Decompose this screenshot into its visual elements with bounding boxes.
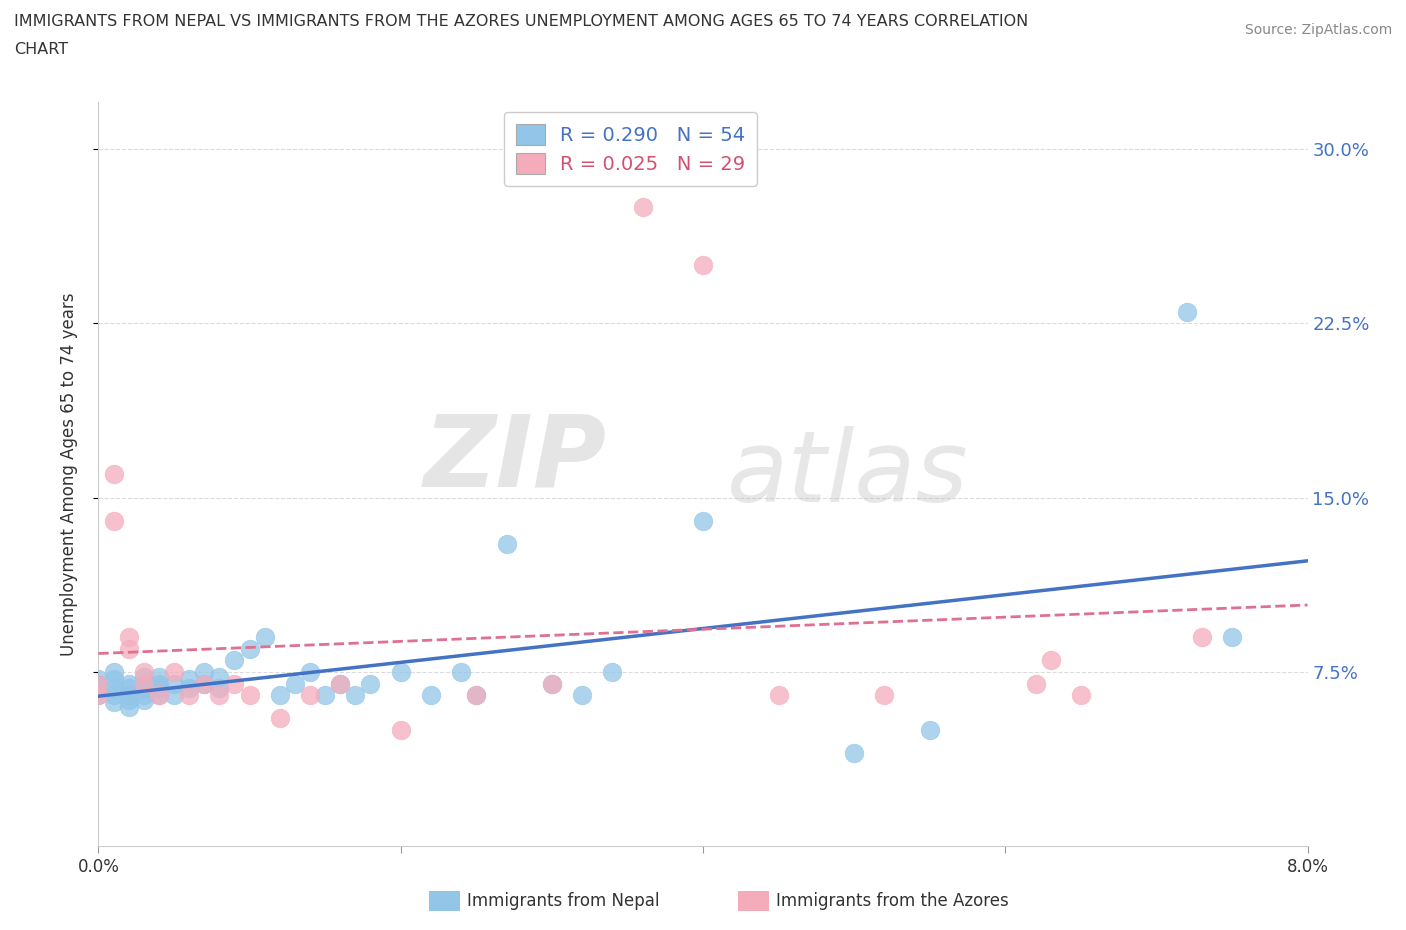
Point bbox=[179, 681, 201, 696]
Point bbox=[253, 630, 276, 644]
Point bbox=[360, 676, 382, 691]
Point bbox=[163, 664, 186, 679]
Point bbox=[208, 688, 231, 703]
Point bbox=[148, 688, 170, 703]
Point bbox=[132, 681, 155, 696]
Point bbox=[299, 688, 322, 703]
Point bbox=[389, 664, 412, 679]
Y-axis label: Unemployment Among Ages 65 to 74 years: Unemployment Among Ages 65 to 74 years bbox=[59, 293, 77, 656]
Point bbox=[179, 688, 201, 703]
Point bbox=[208, 670, 231, 684]
Point bbox=[163, 676, 186, 691]
Point bbox=[1191, 630, 1213, 644]
Point bbox=[224, 653, 246, 668]
Point bbox=[132, 676, 155, 691]
Point bbox=[873, 688, 896, 703]
Point bbox=[465, 688, 488, 703]
Point bbox=[540, 676, 562, 691]
Point bbox=[103, 681, 125, 696]
Point bbox=[208, 681, 231, 696]
Text: Immigrants from Nepal: Immigrants from Nepal bbox=[467, 892, 659, 910]
Point bbox=[103, 513, 125, 528]
Point bbox=[132, 692, 155, 708]
Text: atlas: atlas bbox=[727, 426, 969, 523]
Point bbox=[103, 695, 125, 710]
Point bbox=[148, 676, 170, 691]
Point bbox=[103, 671, 125, 686]
Point bbox=[87, 688, 110, 703]
Point bbox=[103, 467, 125, 482]
Point bbox=[118, 699, 141, 714]
Point bbox=[692, 258, 714, 272]
Point bbox=[87, 688, 110, 703]
Point bbox=[495, 537, 517, 551]
Point bbox=[540, 676, 562, 691]
Point bbox=[1025, 676, 1047, 691]
Point bbox=[118, 692, 141, 708]
Point bbox=[118, 681, 141, 696]
Point bbox=[103, 664, 125, 679]
Point bbox=[269, 688, 291, 703]
Text: CHART: CHART bbox=[14, 42, 67, 57]
Point bbox=[329, 676, 352, 691]
Point bbox=[87, 671, 110, 686]
Point bbox=[1220, 630, 1243, 644]
Point bbox=[87, 676, 110, 691]
Point bbox=[299, 664, 322, 679]
Point bbox=[118, 630, 141, 644]
Point bbox=[692, 513, 714, 528]
Point bbox=[148, 670, 170, 684]
Legend: R = 0.290   N = 54, R = 0.025   N = 29: R = 0.290 N = 54, R = 0.025 N = 29 bbox=[503, 112, 756, 185]
Point bbox=[1175, 304, 1198, 319]
Point bbox=[631, 199, 654, 214]
Point bbox=[179, 671, 201, 686]
Point bbox=[118, 676, 141, 691]
Point bbox=[389, 723, 412, 737]
Point bbox=[163, 688, 186, 703]
Point bbox=[132, 688, 155, 703]
Point bbox=[193, 676, 215, 691]
Text: Source: ZipAtlas.com: Source: ZipAtlas.com bbox=[1244, 23, 1392, 37]
Point bbox=[450, 664, 472, 679]
Point bbox=[420, 688, 443, 703]
Point bbox=[465, 688, 488, 703]
Text: ZIP: ZIP bbox=[423, 411, 606, 508]
Point bbox=[224, 676, 246, 691]
Point bbox=[132, 676, 155, 691]
Point bbox=[269, 711, 291, 725]
Point bbox=[571, 688, 593, 703]
Point bbox=[87, 676, 110, 691]
Point bbox=[118, 688, 141, 703]
Point bbox=[239, 688, 262, 703]
Point bbox=[148, 688, 170, 703]
Point bbox=[239, 642, 262, 657]
Point bbox=[1039, 653, 1062, 668]
Point bbox=[284, 676, 307, 691]
Point bbox=[103, 688, 125, 703]
Point bbox=[329, 676, 352, 691]
Text: IMMIGRANTS FROM NEPAL VS IMMIGRANTS FROM THE AZORES UNEMPLOYMENT AMONG AGES 65 T: IMMIGRANTS FROM NEPAL VS IMMIGRANTS FROM… bbox=[14, 14, 1028, 29]
Point bbox=[118, 642, 141, 657]
Point bbox=[193, 664, 215, 679]
Point bbox=[314, 688, 336, 703]
Point bbox=[768, 688, 790, 703]
Point bbox=[602, 664, 624, 679]
Point bbox=[132, 664, 155, 679]
Point bbox=[918, 723, 941, 737]
Point bbox=[132, 670, 155, 684]
Point bbox=[344, 688, 367, 703]
Point bbox=[844, 746, 866, 761]
Text: Immigrants from the Azores: Immigrants from the Azores bbox=[776, 892, 1010, 910]
Point bbox=[1070, 688, 1092, 703]
Point bbox=[87, 681, 110, 696]
Point bbox=[148, 681, 170, 696]
Point bbox=[193, 676, 215, 691]
